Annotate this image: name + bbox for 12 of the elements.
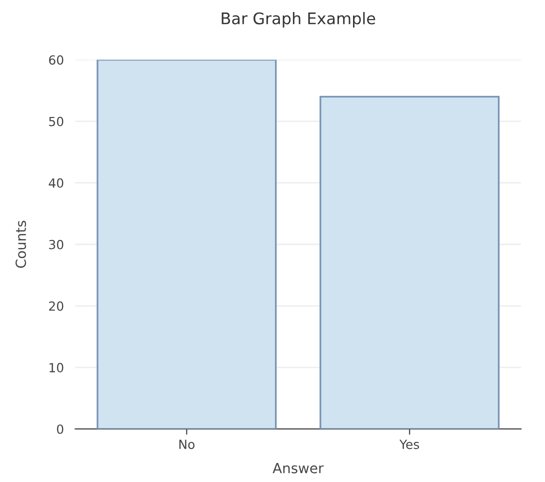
y-tick-label: 20 bbox=[49, 301, 64, 311]
x-tick-label: Yes bbox=[399, 440, 420, 450]
x-axis-title: Answer bbox=[272, 463, 324, 474]
y-tick-label: 10 bbox=[50, 362, 64, 372]
y-tick-label: 30 bbox=[49, 240, 64, 250]
y-tick-label: 40 bbox=[48, 178, 64, 188]
y-tick-label: 0 bbox=[56, 424, 64, 434]
y-tick-label: 60 bbox=[49, 55, 64, 65]
y-tick-label: 50 bbox=[49, 116, 64, 126]
y-axis-title: Counts bbox=[16, 220, 26, 268]
chart-title: Bar Graph Example bbox=[222, 12, 376, 28]
x-tick-label: No bbox=[179, 440, 194, 450]
